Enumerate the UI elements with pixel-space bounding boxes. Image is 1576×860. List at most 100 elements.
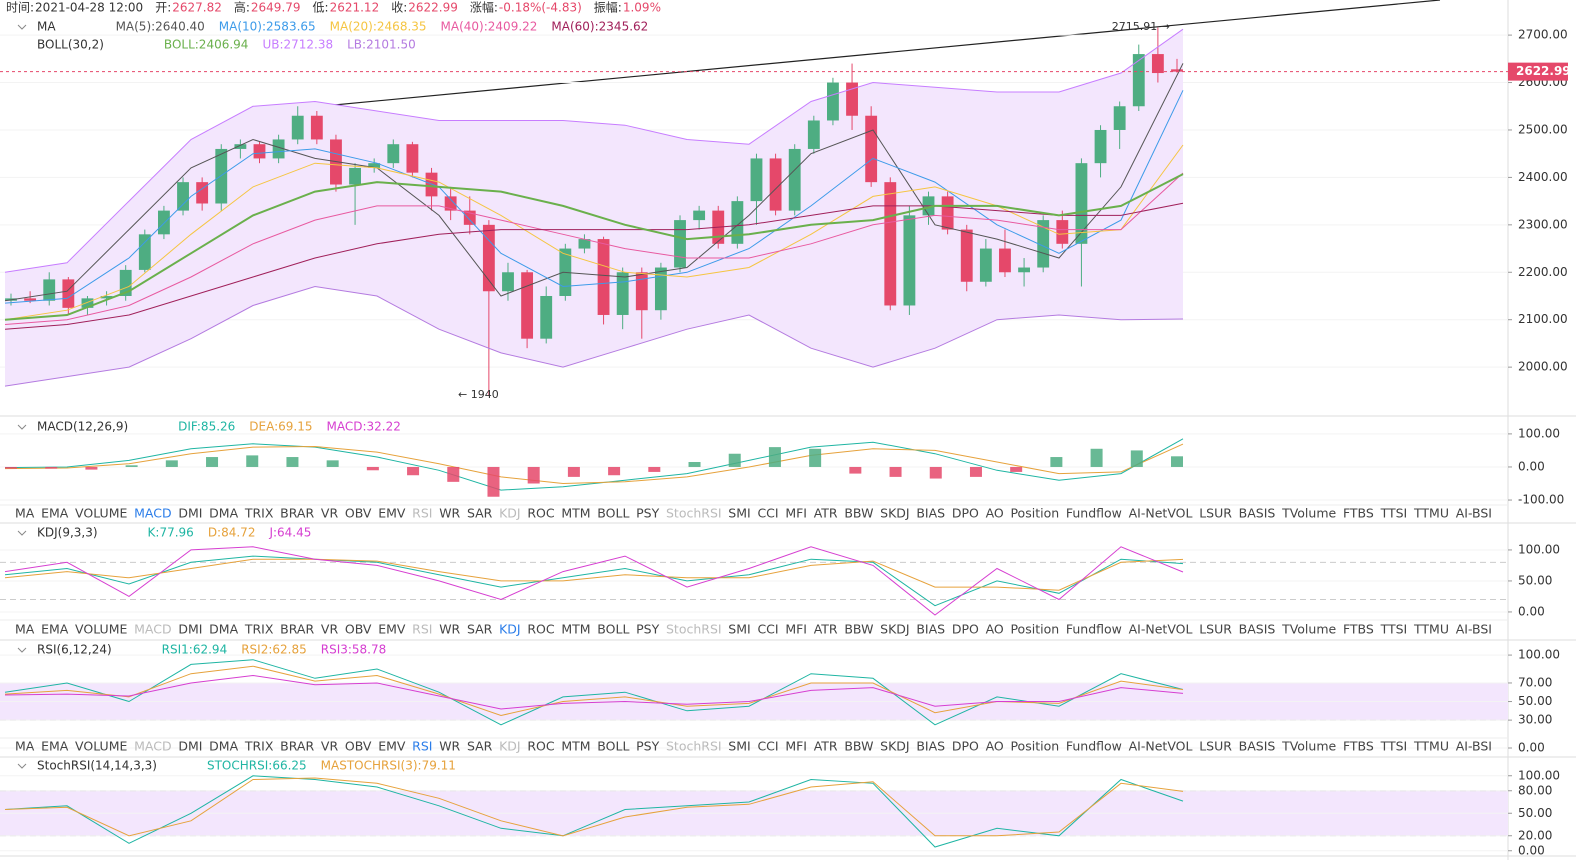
indicator-tab[interactable]: RSI: [412, 739, 432, 754]
indicator-tab[interactable]: AI-NetVOL: [1129, 622, 1193, 637]
indicator-tab[interactable]: TVolume: [1281, 506, 1336, 521]
indicator-tab[interactable]: BIAS: [916, 622, 945, 637]
indicator-tab[interactable]: OBV: [345, 622, 372, 637]
indicator-tab[interactable]: BRAR: [280, 739, 314, 754]
indicator-tab[interactable]: EMV: [378, 506, 406, 521]
indicator-tab[interactable]: TTSI: [1380, 739, 1408, 754]
indicator-tab[interactable]: MTM: [561, 739, 590, 754]
indicator-tab[interactable]: OBV: [345, 739, 372, 754]
indicator-tab[interactable]: VOLUME: [75, 506, 127, 521]
indicator-tab[interactable]: SMI: [728, 739, 750, 754]
indicator-tab[interactable]: VR: [321, 506, 339, 521]
indicator-tab[interactable]: MA: [15, 506, 35, 521]
indicator-tab[interactable]: StochRSI: [666, 622, 722, 637]
indicator-tab[interactable]: Fundflow: [1066, 622, 1122, 637]
indicator-tab[interactable]: DMA: [209, 506, 238, 521]
indicator-tab[interactable]: BBW: [844, 506, 873, 521]
indicator-tab[interactable]: WR: [439, 506, 460, 521]
indicator-tab[interactable]: BOLL: [597, 622, 629, 637]
indicator-tab[interactable]: ATR: [814, 739, 838, 754]
indicator-tab[interactable]: AI-BSI: [1456, 739, 1492, 754]
indicator-tab[interactable]: DMI: [178, 739, 202, 754]
indicator-tab[interactable]: LSUR: [1199, 739, 1232, 754]
indicator-tab[interactable]: KDJ: [499, 506, 521, 521]
indicator-tab[interactable]: EMV: [378, 622, 406, 637]
indicator-tab[interactable]: AO: [986, 739, 1004, 754]
indicator-tab[interactable]: FTBS: [1343, 506, 1374, 521]
indicator-tab[interactable]: DPO: [952, 739, 979, 754]
indicator-tab[interactable]: LSUR: [1199, 506, 1232, 521]
indicator-tab[interactable]: DPO: [952, 506, 979, 521]
indicator-tab[interactable]: SAR: [467, 622, 493, 637]
indicator-tab[interactable]: SMI: [728, 506, 750, 521]
indicator-tab[interactable]: SAR: [467, 506, 493, 521]
indicator-tab[interactable]: ROC: [527, 739, 555, 754]
indicator-tab[interactable]: PSY: [636, 739, 659, 754]
indicator-tab[interactable]: DMI: [178, 506, 202, 521]
indicator-tab[interactable]: ATR: [814, 622, 838, 637]
indicator-tab[interactable]: BIAS: [916, 739, 945, 754]
indicator-tab[interactable]: Position: [1010, 622, 1059, 637]
indicator-tab[interactable]: AO: [986, 506, 1004, 521]
indicator-tab[interactable]: TTSI: [1380, 506, 1408, 521]
indicator-tab[interactable]: AO: [986, 622, 1004, 637]
indicator-tab[interactable]: SKDJ: [880, 622, 909, 637]
indicator-tab[interactable]: DMA: [209, 622, 238, 637]
indicator-tab[interactable]: BOLL: [597, 506, 629, 521]
indicator-tab[interactable]: MA: [15, 622, 35, 637]
indicator-tab[interactable]: SKDJ: [880, 506, 909, 521]
indicator-tab[interactable]: TRIX: [244, 506, 274, 521]
indicator-tab[interactable]: TVolume: [1281, 739, 1336, 754]
indicator-tab[interactable]: VOLUME: [75, 622, 127, 637]
indicator-tab[interactable]: PSY: [636, 622, 659, 637]
indicator-tab[interactable]: KDJ: [499, 622, 521, 637]
indicator-tab[interactable]: StochRSI: [666, 739, 722, 754]
indicator-tab[interactable]: EMA: [41, 739, 69, 754]
indicator-tab[interactable]: SMI: [728, 622, 750, 637]
indicator-tab[interactable]: CCI: [757, 506, 778, 521]
indicator-tab[interactable]: TVolume: [1281, 622, 1336, 637]
indicator-tab[interactable]: DMA: [209, 739, 238, 754]
indicator-tab[interactable]: Position: [1010, 506, 1059, 521]
indicator-tab[interactable]: Position: [1010, 739, 1059, 754]
indicator-tab[interactable]: MFI: [785, 622, 807, 637]
indicator-tab[interactable]: Fundflow: [1066, 506, 1122, 521]
indicator-tab[interactable]: RSI: [412, 622, 432, 637]
indicator-tab[interactable]: TTSI: [1380, 622, 1408, 637]
indicator-tab[interactable]: EMA: [41, 506, 69, 521]
indicator-tab[interactable]: MTM: [561, 622, 590, 637]
indicator-tab[interactable]: TRIX: [244, 739, 274, 754]
indicator-tab[interactable]: LSUR: [1199, 622, 1232, 637]
indicator-tab[interactable]: MACD: [134, 739, 171, 754]
indicator-tab[interactable]: ATR: [814, 506, 838, 521]
indicator-tab[interactable]: TTMU: [1413, 739, 1449, 754]
indicator-tab[interactable]: ROC: [527, 622, 555, 637]
indicator-tab[interactable]: BASIS: [1239, 739, 1276, 754]
indicator-tab[interactable]: DPO: [952, 622, 979, 637]
indicator-tab[interactable]: BBW: [844, 622, 873, 637]
indicator-tab[interactable]: MACD: [134, 506, 171, 521]
indicator-tab[interactable]: FTBS: [1343, 622, 1374, 637]
indicator-tab[interactable]: DMI: [178, 622, 202, 637]
indicator-tab[interactable]: CCI: [757, 622, 778, 637]
indicator-tab[interactable]: KDJ: [499, 739, 521, 754]
indicator-tab[interactable]: BASIS: [1239, 506, 1276, 521]
indicator-tab[interactable]: TTMU: [1413, 622, 1449, 637]
indicator-tab[interactable]: AI-NetVOL: [1129, 739, 1193, 754]
indicator-tab[interactable]: CCI: [757, 739, 778, 754]
indicator-tab[interactable]: BRAR: [280, 506, 314, 521]
indicator-tab[interactable]: Fundflow: [1066, 739, 1122, 754]
indicator-tab[interactable]: OBV: [345, 506, 372, 521]
indicator-tab[interactable]: ROC: [527, 506, 555, 521]
indicator-tab[interactable]: MFI: [785, 506, 807, 521]
indicator-tab[interactable]: BBW: [844, 739, 873, 754]
indicator-tab[interactable]: EMV: [378, 739, 406, 754]
indicator-tab[interactable]: TTMU: [1413, 506, 1449, 521]
indicator-tab[interactable]: SAR: [467, 739, 493, 754]
indicator-tab[interactable]: VR: [321, 622, 339, 637]
indicator-tab[interactable]: MA: [15, 739, 35, 754]
indicator-tab[interactable]: FTBS: [1343, 739, 1374, 754]
indicator-tab[interactable]: EMA: [41, 622, 69, 637]
indicator-tab[interactable]: BOLL: [597, 739, 629, 754]
indicator-tab[interactable]: VR: [321, 739, 339, 754]
